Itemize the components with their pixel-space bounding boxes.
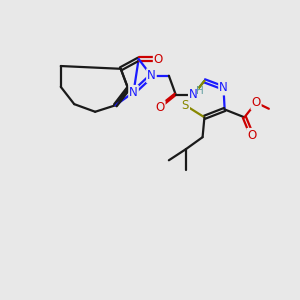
Text: O: O: [154, 52, 163, 66]
Text: N: N: [147, 69, 156, 82]
Text: O: O: [251, 96, 261, 109]
Text: O: O: [155, 101, 165, 114]
Text: H: H: [196, 86, 204, 96]
Text: N: N: [189, 88, 198, 101]
Text: O: O: [247, 129, 256, 142]
Text: S: S: [182, 99, 189, 112]
Text: N: N: [219, 82, 228, 94]
Text: N: N: [129, 86, 138, 99]
